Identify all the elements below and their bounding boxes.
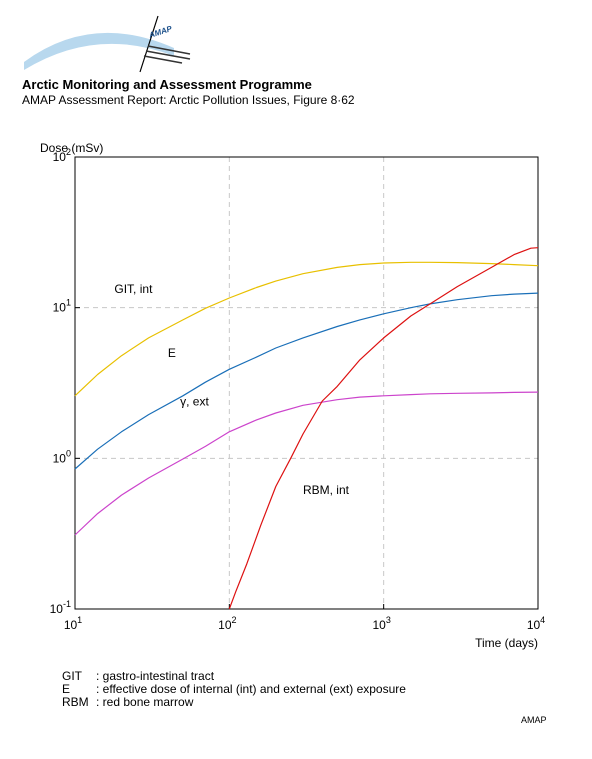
legend-row-e: E : effective dose of internal (int) and … <box>62 683 406 696</box>
legend-key: E <box>62 682 71 696</box>
x-tick-label: 104 <box>527 615 545 632</box>
legend-row-git: GIT : gastro-intestinal tract <box>62 670 406 683</box>
series-label-1: E <box>168 346 176 360</box>
series-line-2 <box>74 391 539 536</box>
y-tick-label: 101 <box>53 298 71 315</box>
y-tick-label: 100 <box>53 448 71 465</box>
chart-grid <box>75 157 538 609</box>
series-line-3 <box>228 247 539 610</box>
abbreviation-legend: GIT : gastro-intestinal tract E : effectiv… <box>62 670 406 709</box>
series-label-0: GIT, int <box>114 282 153 296</box>
series-line-1 <box>74 292 539 470</box>
logo-stroke <box>139 15 159 73</box>
source-credit: AMAP <box>521 715 547 725</box>
legend-row-rbm: RBM : red bone marrow <box>62 696 406 709</box>
plot-frame <box>74 156 539 610</box>
series-label-2: γ, ext <box>180 394 209 408</box>
x-axis-ticks: 101 102 103 104 <box>64 604 545 632</box>
amap-logo: AMAP <box>24 15 191 73</box>
report-org-title: Arctic Monitoring and Assessment Program… <box>22 77 312 92</box>
report-figure-caption: AMAP Assessment Report: Arctic Pollution… <box>22 93 355 107</box>
legend-desc: : gastro-intestinal tract <box>96 669 215 683</box>
dose-chart: 101 102 103 104 10-1 100 101 102 GIT, int Eγ, e… <box>40 141 545 650</box>
x-tick-label: 102 <box>218 615 236 632</box>
legend-desc: : red bone marrow <box>96 695 194 709</box>
series-label-3: RBM, int <box>303 483 350 497</box>
series-labels: GIT, int Eγ, ext RBM, int <box>114 282 349 497</box>
legend-desc: : effective dose of internal (int) and e… <box>96 682 406 696</box>
x-tick-label: 101 <box>64 615 82 632</box>
x-axis-label: Time (days) <box>475 636 538 650</box>
logo-fine-print <box>143 45 191 64</box>
y-axis-label: Dose (mSv) <box>40 141 103 155</box>
y-tick-label: 102 <box>53 147 71 164</box>
y-tick-label: 10-1 <box>50 599 71 616</box>
series-line-0 <box>74 261 539 397</box>
y-axis-ticks: 10-1 100 101 102 <box>50 147 80 616</box>
x-tick-label: 103 <box>372 615 390 632</box>
legend-key: RBM <box>62 695 89 709</box>
legend-key: GIT <box>62 669 82 683</box>
series-lines <box>74 247 539 610</box>
logo-arc <box>24 32 174 70</box>
